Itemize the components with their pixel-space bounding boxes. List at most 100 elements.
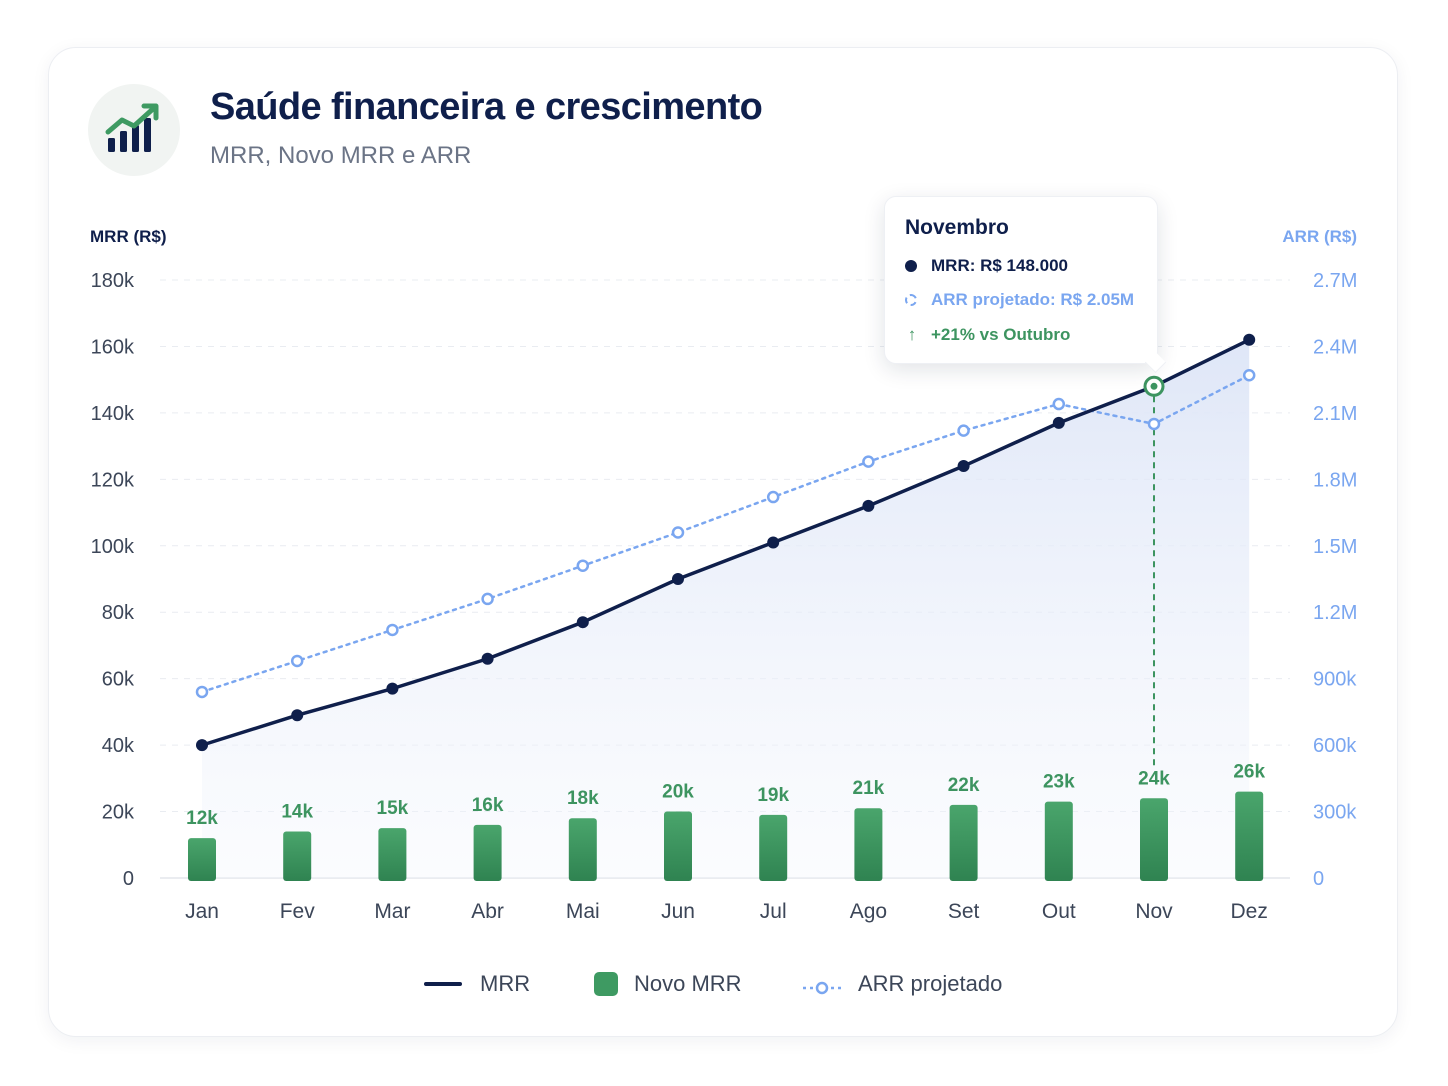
point-mrr-mar bbox=[386, 682, 399, 695]
legend-item-mrr[interactable]: MRR bbox=[424, 966, 530, 1002]
y-right-tick-label: 2.7M bbox=[1313, 270, 1357, 292]
bar-value-label: 14k bbox=[281, 801, 313, 822]
x-tick-label: Out bbox=[1042, 900, 1076, 923]
y-right-axis-title: ARR (R$) bbox=[1282, 227, 1357, 246]
bar-novo-mrr-jan bbox=[188, 838, 216, 881]
x-tick-label: Mai bbox=[566, 900, 600, 923]
chart-growth-icon bbox=[88, 84, 180, 176]
tooltip-title: Novembro bbox=[905, 216, 1009, 239]
point-arr-mai bbox=[576, 559, 590, 572]
point-arr-mar bbox=[386, 623, 399, 637]
legend-line-swatch bbox=[424, 982, 462, 986]
x-tick-label: Fev bbox=[280, 900, 316, 923]
y-right-tick-label: 1.2M bbox=[1313, 602, 1357, 624]
y-right-tick-label: 1.5M bbox=[1313, 536, 1357, 558]
arr-dot-icon bbox=[905, 294, 917, 306]
legend-item-novo-mrr[interactable]: Novo MRR bbox=[594, 966, 742, 1002]
bar-novo-mrr-jul bbox=[759, 814, 788, 881]
y-left-tick-label: 140k bbox=[91, 403, 135, 425]
y-left-tick-label: 40k bbox=[102, 735, 135, 757]
y-left-tick-label: 20k bbox=[102, 802, 135, 824]
point-arr-jan bbox=[195, 685, 209, 699]
y-right-tick-label: 1.8M bbox=[1313, 469, 1357, 491]
bar-novo-mrr-out bbox=[1044, 801, 1073, 881]
bar-value-label: 12k bbox=[186, 808, 218, 829]
y-left-tick-label: 100k bbox=[91, 536, 135, 558]
y-left-tick-label: 60k bbox=[102, 669, 135, 691]
point-arr-ago bbox=[862, 455, 875, 468]
point-mrr-fev bbox=[291, 709, 304, 722]
point-mrr-jan bbox=[196, 739, 208, 752]
bar-value-label: 24k bbox=[1138, 768, 1170, 789]
bar-value-label: 15k bbox=[377, 798, 409, 819]
legend-label-arr: ARR projetado bbox=[858, 971, 1003, 996]
point-mrr-mai bbox=[576, 616, 589, 629]
bar-value-label: 22k bbox=[948, 775, 980, 796]
point-mrr-jul bbox=[767, 536, 780, 549]
y-left-tick-label: 120k bbox=[91, 469, 135, 491]
point-arr-jun bbox=[671, 526, 685, 539]
tooltip-mrr-value: MRR: R$ 148.000 bbox=[931, 256, 1069, 275]
bar-novo-mrr-nov bbox=[1140, 798, 1168, 881]
mrr-area-fill bbox=[202, 339, 1250, 878]
x-tick-label: Jun bbox=[661, 900, 695, 923]
y-right-tick-label: 900k bbox=[1313, 669, 1357, 691]
x-tick-label: Jul bbox=[760, 900, 787, 923]
bar-value-label: 16k bbox=[472, 795, 504, 816]
bar-novo-mrr-mar bbox=[378, 828, 407, 881]
y-left-tick-label: 160k bbox=[91, 336, 135, 358]
point-arr-fev bbox=[290, 654, 304, 668]
point-mrr-set bbox=[957, 460, 970, 473]
point-mrr-out bbox=[1052, 416, 1065, 429]
legend-bar-swatch bbox=[594, 972, 618, 996]
point-arr-set bbox=[957, 424, 970, 437]
mrr-dot-icon bbox=[905, 260, 917, 272]
legend-label-mrr: MRR bbox=[480, 971, 531, 996]
chart-legend: MRR Novo MRR ARR projetado bbox=[0, 966, 1448, 1002]
y-right-tick-label: 600k bbox=[1313, 735, 1357, 757]
x-tick-label: Jan bbox=[185, 900, 219, 923]
arrow-up-icon: ↑ bbox=[907, 325, 917, 344]
point-mrr-abr bbox=[481, 652, 494, 665]
tooltip-arr-value: ARR projetado: R$ 2.05M bbox=[931, 290, 1135, 309]
bar-value-label: 20k bbox=[662, 782, 694, 803]
bar-novo-mrr-ago bbox=[854, 808, 883, 881]
point-mrr-highlight-core bbox=[1150, 382, 1158, 390]
y-left-axis-title: MRR (R$) bbox=[90, 227, 167, 246]
legend-label-novo-mrr: Novo MRR bbox=[634, 971, 742, 996]
x-tick-label: Mar bbox=[374, 900, 410, 923]
y-left-tick-label: 80k bbox=[102, 602, 135, 624]
x-tick-label: Set bbox=[948, 900, 980, 923]
x-tick-label: Abr bbox=[471, 900, 504, 923]
bar-novo-mrr-jun bbox=[664, 811, 692, 881]
bar-novo-mrr-dez bbox=[1235, 791, 1264, 881]
tooltip-arr-row: ARR projetado: R$ 2.05M bbox=[905, 288, 1134, 312]
y-right-tick-label: 2.4M bbox=[1313, 336, 1357, 358]
bar-value-label: 21k bbox=[853, 778, 885, 799]
point-arr-abr bbox=[481, 592, 494, 606]
point-arr-jul bbox=[766, 490, 780, 504]
legend-item-arr[interactable]: ARR projetado bbox=[802, 966, 1002, 1002]
legend-dotted-swatch bbox=[802, 976, 842, 995]
y-left-tick-label: 0 bbox=[123, 868, 134, 890]
bar-novo-mrr-abr bbox=[473, 824, 502, 881]
y-right-tick-label: 0 bbox=[1313, 868, 1324, 890]
point-mrr-jun bbox=[672, 573, 684, 585]
y-left-tick-label: 180k bbox=[91, 270, 135, 292]
series-line-arr bbox=[200, 373, 1251, 694]
bar-value-label: 26k bbox=[1233, 762, 1265, 783]
series-line-mrr bbox=[200, 338, 1251, 747]
bar-value-label: 18k bbox=[567, 788, 599, 809]
bar-value-label: 19k bbox=[757, 785, 789, 806]
tooltip-growth-value: +21% vs Outubro bbox=[931, 325, 1071, 344]
x-tick-label: Nov bbox=[1135, 900, 1173, 923]
bar-value-label: 23k bbox=[1043, 772, 1075, 793]
point-arr-dez bbox=[1242, 368, 1256, 382]
y-right-tick-label: 2.1M bbox=[1313, 403, 1357, 425]
x-tick-label: Dez bbox=[1231, 900, 1268, 923]
bar-novo-mrr-fev bbox=[283, 831, 312, 881]
point-arr-out bbox=[1052, 397, 1066, 411]
tooltip-growth-row: ↑ +21% vs Outubro bbox=[905, 323, 1071, 347]
x-tick-label: Ago bbox=[850, 900, 887, 923]
